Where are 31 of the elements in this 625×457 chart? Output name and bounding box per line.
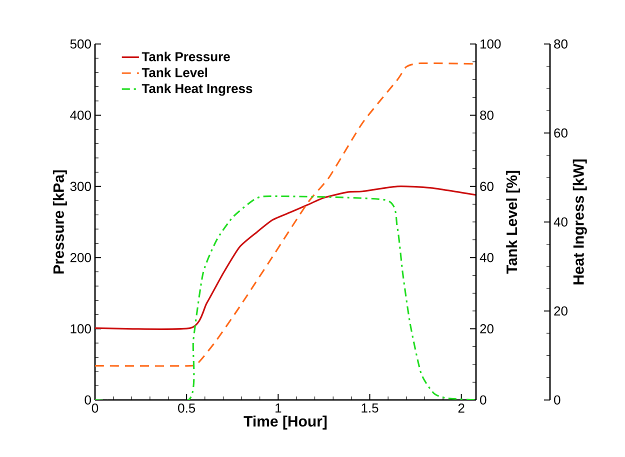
legend-label: Tank Heat Ingress xyxy=(142,84,252,96)
x-tick-label: 1 xyxy=(276,404,282,412)
x-tick-label: 0.5 xyxy=(178,404,196,413)
y3-tick-label: 80 xyxy=(554,39,568,49)
legend-label: Tank Pressure xyxy=(142,52,230,62)
x-axis-title: Time [Hour] xyxy=(244,416,327,430)
line-series xyxy=(95,186,476,330)
y3-axis-title: Heat Ingress [kW] xyxy=(572,160,587,284)
y-tick-label: 300 xyxy=(70,182,91,191)
y3-tick-label: 20 xyxy=(554,306,568,316)
y2-tick-label: 80 xyxy=(480,110,494,120)
line-series xyxy=(95,62,476,367)
y2-axis-title: Tank Level [%] xyxy=(506,170,520,274)
y3-tick-label: 40 xyxy=(554,217,568,227)
y2-tick-label: 100 xyxy=(480,39,501,49)
y2-tick-label: 40 xyxy=(480,252,494,262)
y2-tick-label: 0 xyxy=(480,395,486,405)
y3-tick-label: 60 xyxy=(554,128,568,138)
y-tick-label: 200 xyxy=(70,252,91,262)
x-tick-label: 2 xyxy=(458,404,464,413)
y2-tick-label: 60 xyxy=(480,182,494,191)
x-tick-label: 0 xyxy=(92,404,98,413)
y-axis-title: Pressure [kPa] xyxy=(52,170,67,274)
y-tick-label: 500 xyxy=(70,39,91,49)
y3-tick-label: 0 xyxy=(554,395,560,405)
y-tick-label: 100 xyxy=(70,324,91,334)
y-tick-label: 400 xyxy=(70,110,91,120)
legend-label: Tank Level xyxy=(142,68,208,78)
y-tick-label: 0 xyxy=(84,395,91,405)
x-tick-label: 1.5 xyxy=(362,404,378,413)
y2-tick-label: 20 xyxy=(480,324,494,334)
